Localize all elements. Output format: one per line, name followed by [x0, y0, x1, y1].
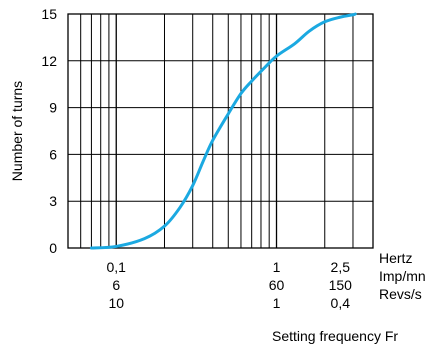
- x-tick-label-row2-0: 10: [108, 295, 124, 311]
- x-unit-labels: Hertz Imp/mn Revs/s: [379, 250, 426, 302]
- plot-grid: [67, 13, 374, 249]
- x-unit-label-2: Revs/s: [379, 286, 422, 302]
- plot-frame: [67, 13, 374, 249]
- x-tick-label-row2-2: 0,4: [331, 295, 351, 311]
- x-tick-label-row0-2: 2,5: [331, 259, 351, 275]
- series-line: [89, 12, 357, 250]
- y-tick-label-3: 9: [49, 100, 57, 116]
- x-tick-label-row1-1: 60: [269, 277, 285, 293]
- y-tick-label-5: 15: [41, 6, 57, 22]
- y-tick-label-4: 12: [41, 53, 57, 69]
- x-axis-title: Setting frequency Fr: [272, 328, 398, 344]
- x-tick-label-row0-0: 0,1: [107, 259, 127, 275]
- y-tick-label-0: 0: [49, 240, 57, 256]
- y-tick-label-2: 6: [49, 146, 57, 162]
- x-tick-label-row1-2: 150: [329, 277, 353, 293]
- x-tick-label-row2-1: 1: [273, 295, 281, 311]
- y-axis-title: Number of turns: [9, 81, 25, 181]
- y-tick-labels: 0 3 6 9 12 15: [41, 6, 57, 256]
- x-unit-label-0: Hertz: [379, 250, 412, 266]
- y-tick-label-1: 3: [49, 193, 57, 209]
- x-unit-label-1: Imp/mn: [379, 268, 426, 284]
- x-tick-label-row0-1: 1: [273, 259, 281, 275]
- x-tick-labels: 0,1 1 2,5 6 60 150 10 1 0,4: [107, 259, 353, 311]
- x-tick-label-row1-0: 6: [112, 277, 120, 293]
